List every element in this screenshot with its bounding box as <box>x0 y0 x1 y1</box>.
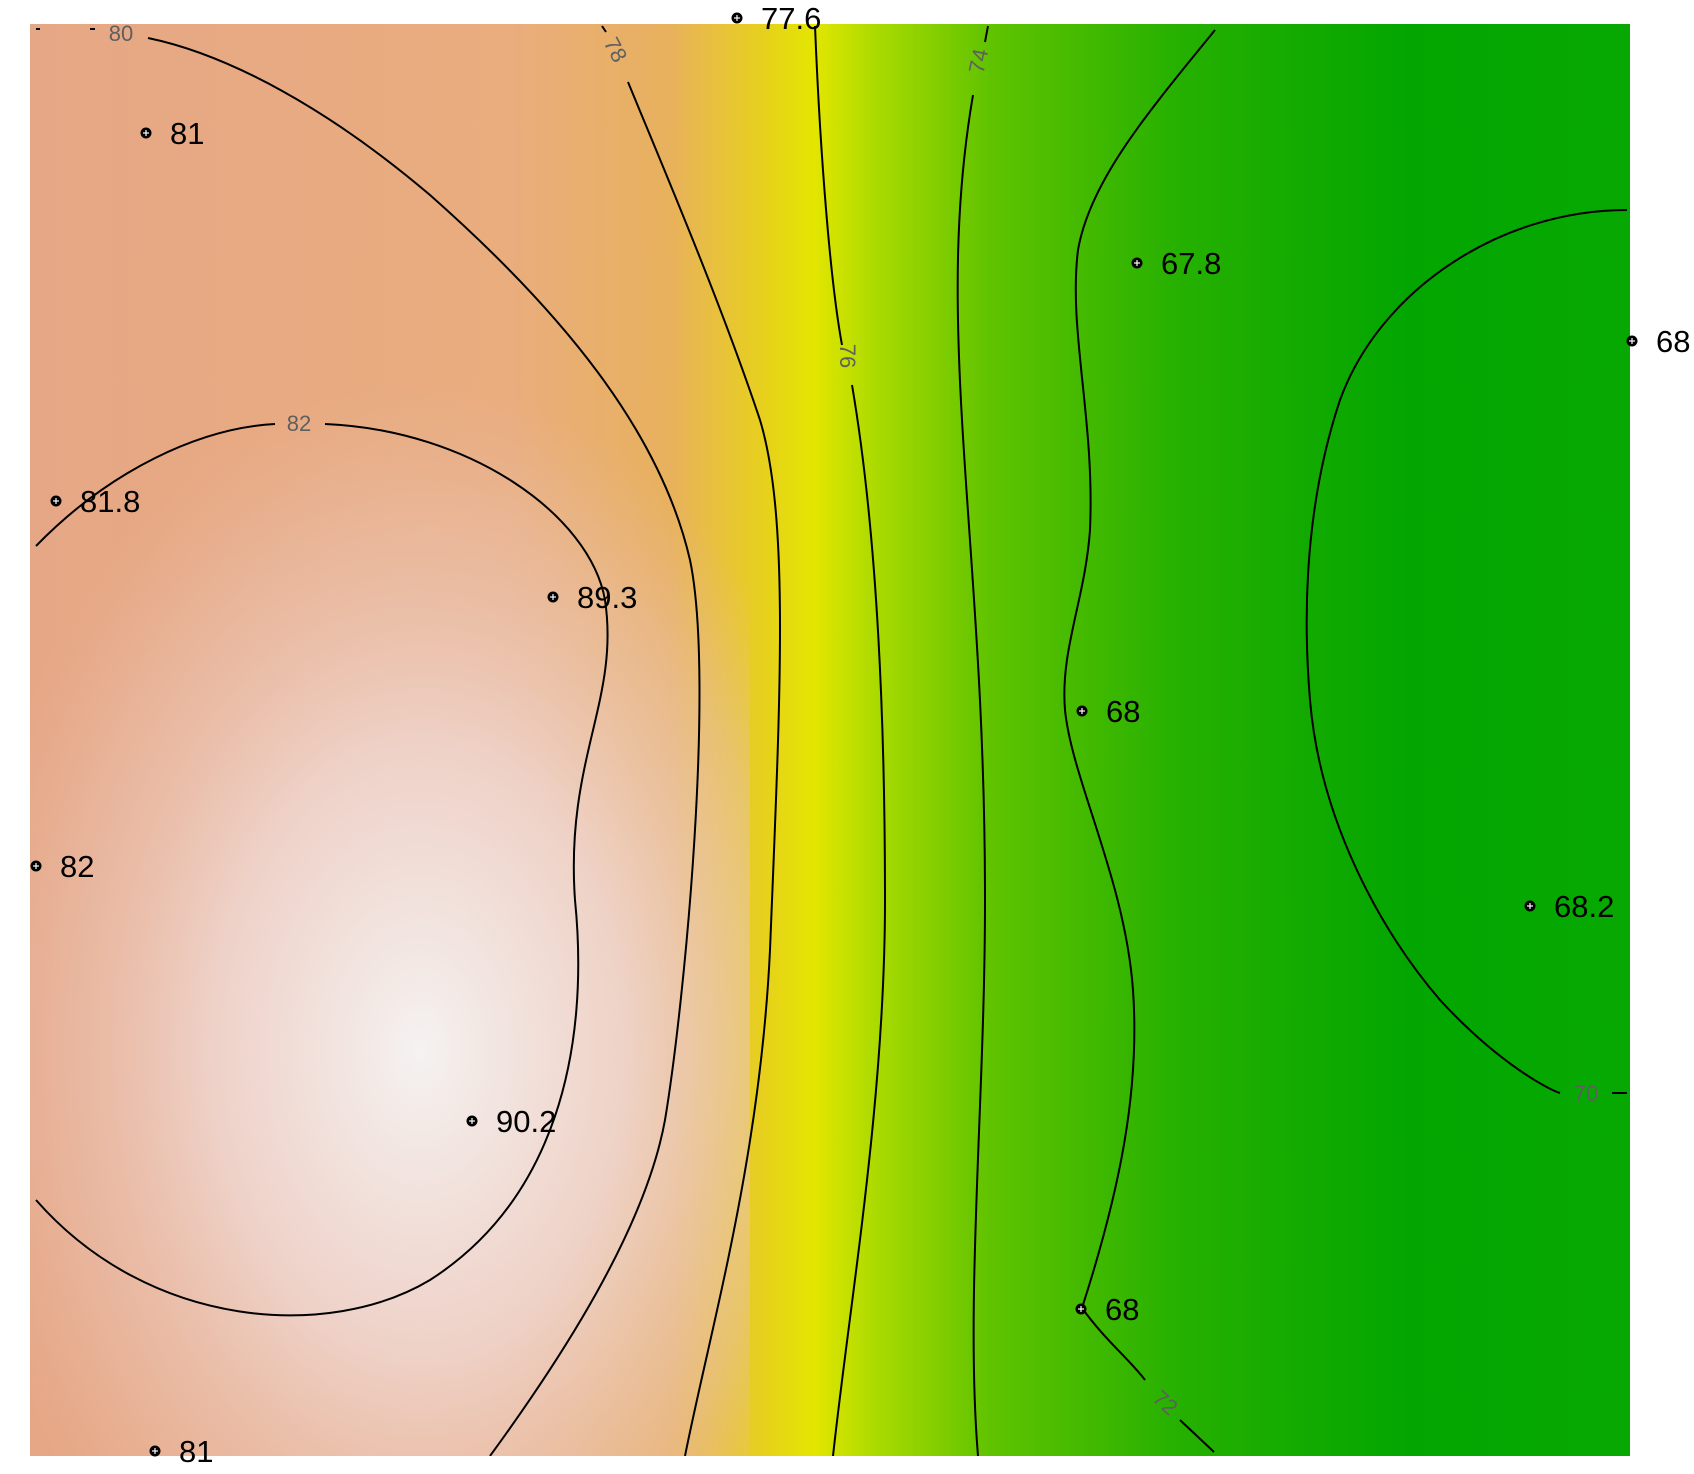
contour-lines <box>35 25 1628 1456</box>
contour-line-76 <box>814 25 887 1456</box>
contour-line-70 <box>1305 209 1628 1094</box>
contour-line-72 <box>1063 29 1216 1453</box>
sample-value-label: 68 <box>1106 694 1140 729</box>
contour-line-74 <box>956 25 989 1456</box>
sample-point: 89.3 <box>547 580 637 615</box>
sample-point: 68 <box>1075 1292 1139 1327</box>
sample-point: 77.6 <box>731 1 821 36</box>
sample-value-label: 81 <box>170 116 204 151</box>
sample-value-label: 68 <box>1656 324 1690 359</box>
sample-value-label: 77.6 <box>761 1 821 36</box>
sample-value-label: 68.2 <box>1554 889 1614 924</box>
contour-line-78 <box>601 25 781 1456</box>
heatmap-field <box>30 24 1630 1456</box>
contour-label: 80 <box>109 21 133 46</box>
contour-label: 70 <box>1574 1081 1598 1106</box>
sample-point: 68 <box>1076 694 1140 729</box>
sample-point: 90.2 <box>466 1104 556 1139</box>
sample-point: 81 <box>149 1434 213 1469</box>
sample-point: 68.2 <box>1524 889 1614 924</box>
sample-point: 68 <box>1626 324 1690 359</box>
heatmap-peak <box>30 24 750 1456</box>
contour-label: 74 <box>964 46 994 75</box>
sample-point: 81 <box>140 116 204 151</box>
sample-points: 77.6 81 67.8 68 81.8 89.3 68 82 68.2 90.2 68 81 <box>30 1 1690 1469</box>
contour-line-82 <box>35 423 609 1317</box>
sample-value-label: 89.3 <box>577 580 637 615</box>
sample-value-label: 67.8 <box>1161 246 1221 281</box>
sample-point: 82 <box>30 849 94 884</box>
contour-line-80 <box>36 28 701 1456</box>
sample-value-label: 82 <box>60 849 94 884</box>
contour-label: 76 <box>835 344 860 368</box>
sample-point: 81.8 <box>50 484 140 519</box>
sample-value-label: 68 <box>1105 1292 1139 1327</box>
contour-label: 82 <box>287 411 311 436</box>
sample-value-label: 81.8 <box>80 484 140 519</box>
sample-point: 67.8 <box>1131 246 1221 281</box>
sample-value-label: 81 <box>179 1434 213 1469</box>
sample-value-label: 90.2 <box>496 1104 556 1139</box>
